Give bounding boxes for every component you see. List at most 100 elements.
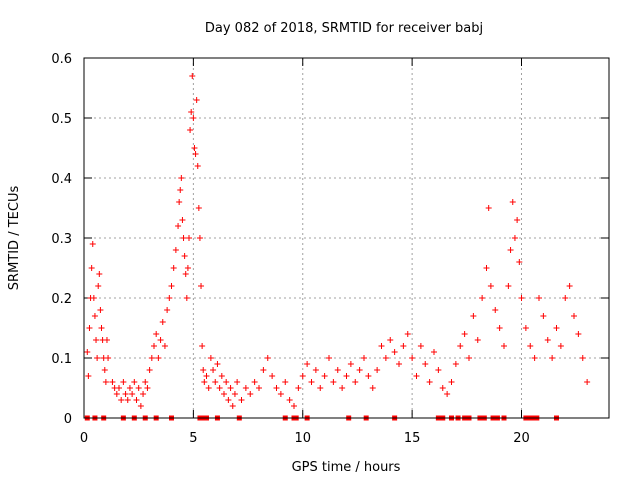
data-point [304,361,311,367]
x-tick-label: 20 [513,431,530,446]
data-point [129,391,136,397]
data-point [260,367,267,373]
data-point [190,115,197,121]
data-point [84,349,91,355]
data-point [238,397,245,403]
data-point [221,391,227,397]
data-point [487,283,494,289]
data-point [435,367,442,373]
data-point [501,343,507,349]
data-point [347,361,354,367]
data-point [189,73,196,79]
data-point [404,331,411,337]
data-point [339,385,346,391]
data-point [231,391,238,397]
data-point [321,373,328,379]
data-point [207,355,214,361]
data-point [124,397,131,403]
data-point [492,307,499,313]
data-point [97,307,104,313]
data-point [457,343,464,349]
data-point [198,283,205,289]
data-point [187,127,194,133]
plot-frame [83,57,610,419]
data-point [334,367,341,373]
data-point [264,355,271,361]
data-point [549,355,556,361]
data-point [212,379,219,385]
data-point [151,343,157,349]
data-point [191,145,198,151]
data-point [144,385,151,391]
data-point [448,379,455,385]
data-point [188,109,195,115]
data-point [88,265,95,271]
data-point [203,373,210,379]
data-point [105,355,112,361]
data-point [216,385,223,391]
data-point [172,247,179,253]
y-tick-label: 0.4 [51,172,72,187]
x-tick-label: 5 [189,431,197,446]
data-point [113,391,120,397]
data-point [426,379,433,385]
data-point [562,295,569,301]
data-point [142,379,149,385]
y-tick-label: 0.2 [51,292,72,307]
data-point [96,271,103,277]
data-point [140,391,147,397]
data-point [505,283,512,289]
data-point [470,313,477,319]
data-point [452,361,459,367]
data-point [93,337,100,343]
data-point [210,367,217,373]
data-point [242,385,249,391]
data-point [201,379,208,385]
data-point [317,385,324,391]
data-point [571,313,577,319]
data-points [84,73,591,409]
data-point [90,295,97,301]
data-point [312,367,319,373]
data-point [396,361,402,367]
data-point [295,385,302,391]
data-point [511,235,518,241]
data-point [164,307,171,313]
data-point [195,205,202,211]
data-point [251,379,258,385]
data-point [474,337,481,343]
data-point [118,397,125,403]
data-point [444,391,451,397]
data-point [159,319,166,325]
data-point [256,385,262,391]
data-point [146,367,153,373]
data-point [544,337,551,343]
data-point [95,283,102,289]
data-point [133,397,140,403]
data-point [178,175,185,181]
data-point [485,205,492,211]
data-point [214,361,221,367]
data-point [417,343,424,349]
data-point [137,403,144,409]
data-point [157,337,164,343]
data-point [496,325,503,331]
data-point [575,331,582,337]
data-point [540,313,547,319]
data-point [126,385,133,391]
data-point [566,283,573,289]
data-point [180,235,187,241]
data-point [168,283,175,289]
data-point [400,343,407,349]
data-point [91,313,98,319]
data-point [135,385,142,391]
y-tick-label: 0.5 [51,112,72,127]
chart-title: Day 082 of 2018, SRMTID for receiver bab… [205,21,483,36]
data-point [352,379,359,385]
data-point [326,355,332,361]
data-point [431,349,437,355]
data-point [229,403,236,409]
data-point [409,355,416,361]
data-point [536,295,542,301]
